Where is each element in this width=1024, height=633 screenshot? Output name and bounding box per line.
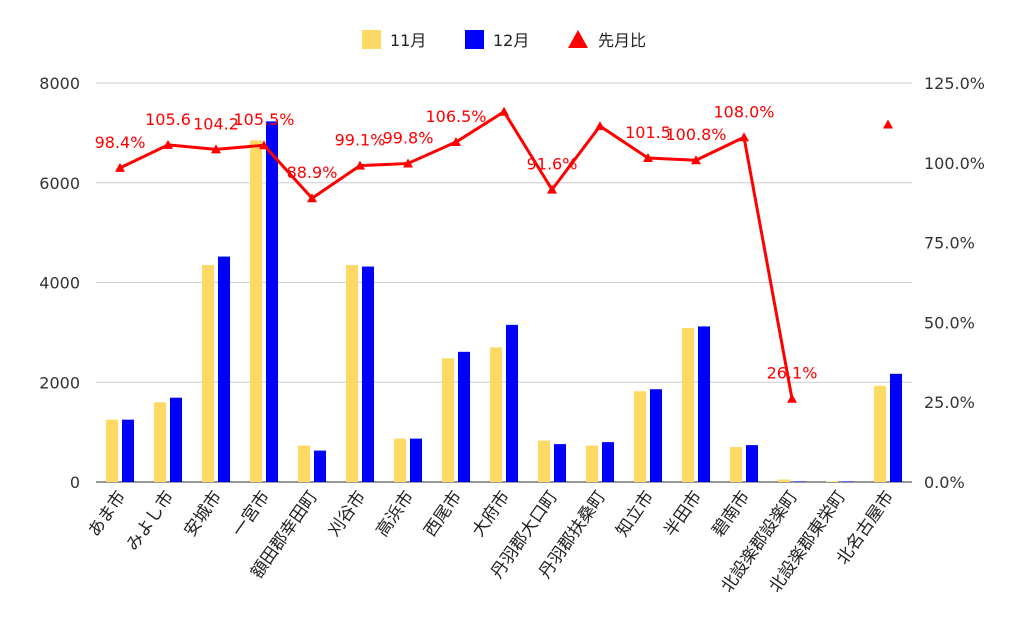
legend-swatch-nov [362, 30, 381, 49]
bar-nov [442, 358, 454, 482]
legend-label-dec: 12月 [493, 31, 529, 50]
bar-dec [218, 256, 230, 482]
bar-dec [458, 351, 470, 482]
legend-label-ratio: 先月比 [598, 31, 646, 50]
ratio-marker [739, 132, 749, 142]
category-label: 安城市 [180, 487, 226, 540]
bar-dec [506, 324, 518, 482]
ratio-marker [547, 184, 557, 194]
bar-dec [698, 326, 710, 482]
ratio-marker [643, 153, 653, 163]
ratio-data-label: 104.2 [193, 114, 239, 133]
bar-dec [362, 266, 374, 482]
ratio-data-label: 26.1% [767, 364, 818, 383]
bar-dec [554, 444, 566, 482]
ratio-marker [115, 162, 125, 172]
bar-nov [634, 391, 646, 482]
bars [106, 121, 902, 482]
ratio-data-label: 108.0% [713, 102, 774, 121]
ratio-marker [787, 393, 797, 403]
ratio-data-label: 100.8% [665, 125, 726, 144]
category-label: 碧南市 [708, 487, 754, 540]
left-tick-label: 6000 [39, 174, 80, 193]
ratio-data-label: 106.5% [425, 107, 486, 126]
bar-nov [586, 445, 598, 482]
left-axis: 0 2000 4000 6000 8000 [39, 74, 80, 492]
category-label: 刈谷市 [324, 487, 370, 540]
bar-dec [266, 121, 278, 482]
right-tick-label: 50.0% [924, 313, 975, 332]
bar-dec [842, 481, 854, 482]
ratio-marker [211, 144, 221, 154]
bar-nov [682, 327, 694, 482]
ratio-marker [259, 140, 269, 150]
category-label: 一宮市 [228, 487, 274, 540]
bar-nov [106, 419, 118, 482]
bar-dec [170, 397, 182, 482]
category-label: 高浜市 [372, 487, 418, 540]
left-tick-label: 2000 [39, 373, 80, 392]
category-label: 西尾市 [420, 487, 466, 540]
bar-nov [298, 445, 310, 482]
ratio-data-label: 98.4% [95, 133, 146, 152]
ratio-data-label: 91.6% [527, 155, 578, 174]
bar-dec [410, 438, 422, 482]
category-label: あま市 [84, 487, 130, 540]
right-tick-label: 75.0% [924, 234, 975, 253]
ratio-data-label: 101.5 [625, 123, 671, 142]
ratio-data-label: 105.6 [145, 110, 191, 129]
gridlines [96, 82, 912, 483]
ratio-data-label: 105.5% [233, 110, 294, 129]
bar-nov [874, 385, 886, 482]
right-tick-label: 25.0% [924, 393, 975, 412]
bar-nov [490, 347, 502, 482]
right-tick-label: 100.0% [924, 154, 985, 173]
bar-nov [202, 265, 214, 482]
bar-nov [826, 481, 838, 482]
left-tick-label: 0 [70, 473, 80, 492]
category-label: みよし市 [123, 487, 178, 554]
bar-nov [394, 438, 406, 482]
legend-swatch-dec [465, 30, 484, 49]
ratio-marker [403, 158, 413, 168]
ratio-marker [691, 155, 701, 165]
bar-dec [122, 419, 134, 482]
ratio-marker [883, 119, 893, 129]
bar-nov [154, 402, 166, 482]
bar-nov [778, 479, 790, 482]
ratio-marker [307, 193, 317, 203]
bar-dec [890, 373, 902, 482]
legend-marker-ratio [568, 30, 588, 48]
ratio-marker [355, 160, 365, 170]
legend: 11月 12月 先月比 [362, 30, 646, 50]
bar-dec [794, 481, 806, 482]
legend-label-nov: 11月 [390, 31, 426, 50]
ratio-marker [499, 106, 509, 116]
bar-nov [538, 440, 550, 482]
left-tick-label: 4000 [39, 274, 80, 293]
right-tick-label: 0.0% [924, 473, 965, 492]
ratio-marker [451, 137, 461, 147]
category-label: 半田市 [660, 487, 706, 540]
bar-nov [730, 447, 742, 482]
ratio-data-label: 88.9% [287, 163, 338, 182]
category-label: 大府市 [468, 487, 514, 540]
category-label: 知立市 [612, 487, 658, 540]
bar-nov [250, 140, 262, 482]
bar-nov [346, 265, 358, 482]
ratio-marker [595, 121, 605, 131]
ratio-data-label: 99.8% [383, 128, 434, 147]
bar-dec [602, 442, 614, 482]
right-axis: 0.0% 25.0% 50.0% 75.0% 100.0% 125.0% [924, 74, 985, 492]
left-tick-label: 8000 [39, 74, 80, 93]
bar-dec [650, 389, 662, 482]
ratio-marker [163, 139, 173, 149]
bar-dec [314, 450, 326, 482]
bar-dec [746, 445, 758, 482]
right-tick-label: 125.0% [924, 74, 985, 93]
ratio-data-label: 99.1% [335, 131, 386, 150]
